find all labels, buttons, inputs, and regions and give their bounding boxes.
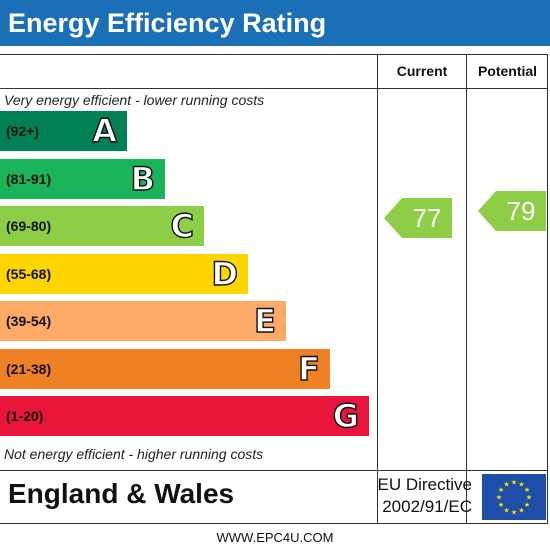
page-title: Energy Efficiency Rating [0,0,550,46]
eu-stars-icon: ★ ★★★★★★★★★★★ [496,479,532,517]
band-a: (92+) A [0,111,127,151]
current-rating-arrow: 77 [384,198,452,238]
band-range: (39-54) [6,313,52,329]
eu-directive-line2: 2002/91/EC [382,497,472,516]
band-letter: D [211,254,239,293]
eu-star-icon: ★ [518,506,524,514]
eu-star-icon: ★ [498,501,504,509]
website-link[interactable]: WWW.EPC4U.COM [216,530,334,545]
band-letter: B [130,159,156,198]
column-header-current: Current [396,63,448,79]
footer-divider [0,470,548,471]
band-range: (69-80) [6,218,52,234]
eu-star-icon: ★ [511,479,517,487]
band-letter: C [170,206,195,245]
efficient-note: Very energy efficient - lower running co… [4,92,265,108]
eu-star-icon: ★ [503,481,509,489]
current-arrow-shape [384,198,452,238]
inefficient-note: Not energy efficient - higher running co… [4,446,264,462]
eu-directive: EU Directive 2002/91/EC [362,474,472,518]
band-letter: F [297,349,320,388]
eu-directive-line1: EU Directive [377,475,472,494]
eu-star-icon: ★ [518,481,524,489]
rating-table [0,54,548,524]
column-header-potential: Potential [477,63,538,79]
eu-star-icon: ★ [526,494,532,502]
current-rating-value: 77 [412,203,442,233]
band-b: (81-91) B [0,158,165,199]
band-g: (1-20) G [0,396,369,436]
band-range: (21-38) [6,360,52,377]
eu-star-icon: ★ [503,506,509,514]
region-label: England & Wales [8,478,235,509]
header-divider [0,88,548,89]
band-d: (55-68) D [0,253,248,294]
band-f: (21-38) F [0,348,330,389]
band-letter: G [332,396,360,435]
band-e: (39-54) E [0,301,286,341]
eu-star-icon: ★ [524,486,530,494]
potential-rating-arrow: 79 [478,191,546,231]
band-range: (1-20) [6,408,44,424]
band-range: (92+) [6,123,40,139]
band-letter: A [92,111,118,150]
column-divider [466,54,467,524]
column-divider [377,54,378,524]
band-range: (81-91) [6,170,52,187]
eu-star-icon: ★ [496,494,502,502]
eu-star-icon: ★ [511,509,517,517]
band-c: (69-80) C [0,206,204,246]
potential-rating-value: 79 [506,196,536,226]
potential-arrow-shape [478,191,546,231]
eu-star-icon: ★ [524,501,530,509]
band-letter: E [253,301,276,340]
eu-star-icon: ★ [498,486,504,494]
eu-flag-icon: ★ ★ ★ ★ ★ ★ ★ ★ ★ ★ ★ ★ [482,474,546,520]
band-range: (55-68) [6,265,52,282]
